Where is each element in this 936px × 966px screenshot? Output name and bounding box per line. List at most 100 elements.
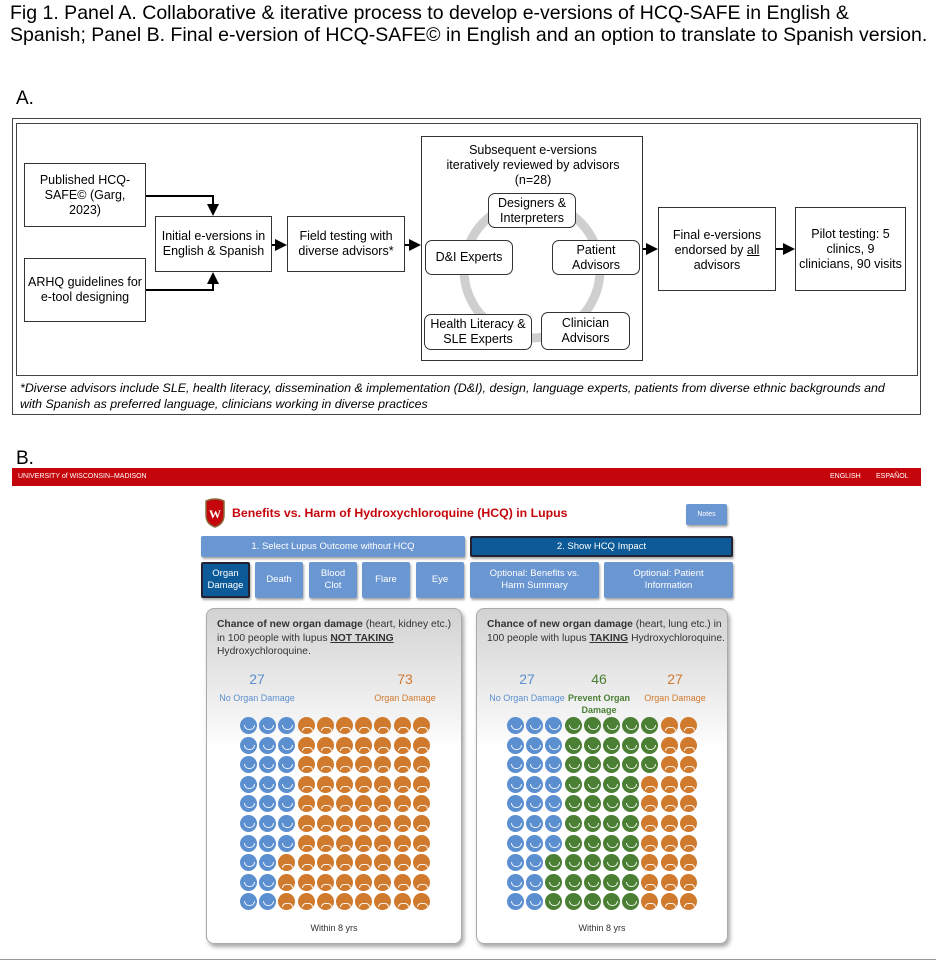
sad-face-icon xyxy=(393,893,411,911)
happy-face-icon xyxy=(545,775,563,793)
app-title: Benefits vs. Harm of Hydroxychloroquine … xyxy=(232,506,568,520)
outcome-death-button[interactable]: Death xyxy=(255,562,303,598)
card-text: (heart, lung etc.) in 100 people with lu… xyxy=(487,619,722,644)
sad-face-icon xyxy=(336,893,353,911)
designers-box: Designers & Interpreters xyxy=(488,193,576,228)
di-experts-box: D&I Experts xyxy=(425,240,513,275)
happy-face-icon xyxy=(545,854,563,872)
sad-face-icon xyxy=(278,873,296,891)
happy-face-icon xyxy=(583,775,601,793)
card-footer: Within 8 yrs xyxy=(578,923,626,933)
happy-face-icon xyxy=(526,834,544,852)
sad-face-icon xyxy=(297,834,315,852)
happy-face-icon xyxy=(603,854,620,872)
happy-face-icon xyxy=(564,834,582,852)
happy-face-icon xyxy=(526,893,544,911)
sad-face-icon xyxy=(393,795,411,813)
happy-face-icon xyxy=(259,736,277,754)
happy-face-icon xyxy=(507,834,524,852)
sad-face-icon xyxy=(412,854,430,872)
health-literacy-box: Health Literacy & SLE Experts xyxy=(424,314,532,350)
happy-face-icon xyxy=(240,736,257,754)
stat-label: No Organ Damage xyxy=(219,693,295,703)
sad-face-icon xyxy=(393,736,411,754)
card-bold: Chance of new organ damage xyxy=(217,619,363,630)
stat-value: 46 xyxy=(591,671,607,687)
card-emphasis: TAKING xyxy=(589,632,629,644)
sad-face-icon xyxy=(316,717,334,734)
card-description: Chance of new organ damage (heart, kidne… xyxy=(217,618,457,659)
stat-value: 73 xyxy=(397,671,413,687)
sad-face-icon xyxy=(660,873,678,891)
outcome-organ-damage-button[interactable]: Organ Damage xyxy=(201,562,250,598)
outcome-eye-button[interactable]: Eye xyxy=(416,562,464,598)
sad-face-icon xyxy=(393,775,411,793)
sad-face-icon xyxy=(374,756,392,774)
sad-face-icon xyxy=(336,834,353,852)
outcome-blood-clot-button[interactable]: Blood Clot xyxy=(309,562,357,598)
happy-face-icon xyxy=(545,736,563,754)
lang-spanish-link[interactable]: ESPAÑOL xyxy=(876,473,909,480)
sad-face-icon xyxy=(679,795,697,813)
card-text: (heart, kidney etc.) in 100 people with … xyxy=(217,619,452,644)
happy-face-icon xyxy=(545,717,563,734)
happy-face-icon xyxy=(603,834,620,852)
final-emphasis: all xyxy=(746,243,760,257)
final-text-end: advisors xyxy=(693,258,741,272)
happy-face-icon xyxy=(622,834,640,852)
outcome-flare-button[interactable]: Flare xyxy=(362,562,410,598)
happy-face-icon xyxy=(583,834,601,852)
happy-face-icon xyxy=(564,775,582,793)
notes-button[interactable]: Notes xyxy=(686,504,727,525)
sad-face-icon xyxy=(660,736,678,754)
sad-face-icon xyxy=(641,815,659,832)
sad-face-icon xyxy=(660,795,678,813)
sad-face-icon xyxy=(316,736,334,754)
optional-summary-button[interactable]: Optional: Benefits vs. Harm Summary xyxy=(470,562,599,598)
initial-e-versions-box: Initial e-versions in English & Spanish xyxy=(155,216,272,272)
happy-face-icon xyxy=(507,775,524,793)
sad-face-icon xyxy=(412,834,430,852)
happy-face-icon xyxy=(603,736,620,754)
optional-patient-info-button[interactable]: Optional: Patient Information xyxy=(604,562,733,598)
happy-face-icon xyxy=(507,736,524,754)
happy-face-icon xyxy=(622,873,640,891)
happy-face-icon xyxy=(583,756,601,774)
tab-select-outcome[interactable]: 1. Select Lupus Outcome without HCQ xyxy=(201,536,465,557)
sad-face-icon xyxy=(412,756,430,774)
happy-face-icon xyxy=(622,854,640,872)
svg-text:W: W xyxy=(209,507,221,521)
happy-face-icon xyxy=(545,834,563,852)
sad-face-icon xyxy=(393,873,411,891)
sad-face-icon xyxy=(412,717,430,734)
pilot-testing-box: Pilot testing: 5 clinics, 9 clinicians, … xyxy=(795,207,906,291)
sad-face-icon xyxy=(412,736,430,754)
sad-face-icon xyxy=(316,854,334,872)
happy-face-icon xyxy=(545,873,563,891)
tab-show-hcq-impact[interactable]: 2. Show HCQ Impact xyxy=(470,536,733,557)
sad-face-icon xyxy=(641,873,659,891)
subsequent-e-versions-box: Subsequent e-versions iteratively review… xyxy=(421,136,643,361)
happy-face-icon xyxy=(507,854,524,872)
happy-face-icon xyxy=(240,834,257,852)
sad-face-icon xyxy=(355,717,373,734)
card-taking-hcq: Chance of new organ damage (heart, lung … xyxy=(476,608,728,944)
sad-face-icon xyxy=(374,717,392,734)
happy-face-icon xyxy=(526,756,544,774)
happy-face-icon xyxy=(240,815,257,832)
card-bold: Chance of new organ damage xyxy=(487,619,633,630)
happy-face-icon xyxy=(564,854,582,872)
happy-face-icon xyxy=(583,795,601,813)
sad-face-icon xyxy=(316,795,334,813)
university-header-bar: UNIVERSITY of WISCONSIN–MADISON ENGLISH … xyxy=(12,468,921,486)
figure-caption: Fig 1. Panel A. Collaborative & iterativ… xyxy=(10,2,928,46)
final-e-versions-box: Final e-versions endorsed by all advisor… xyxy=(658,207,776,291)
sad-face-icon xyxy=(641,834,659,852)
sad-face-icon xyxy=(374,815,392,832)
lang-english-link[interactable]: ENGLISH xyxy=(830,473,861,480)
sad-face-icon xyxy=(679,873,697,891)
happy-face-icon xyxy=(240,795,257,813)
happy-face-icon xyxy=(545,795,563,813)
university-name: UNIVERSITY of WISCONSIN–MADISON xyxy=(18,473,147,480)
sad-face-icon xyxy=(412,815,430,832)
